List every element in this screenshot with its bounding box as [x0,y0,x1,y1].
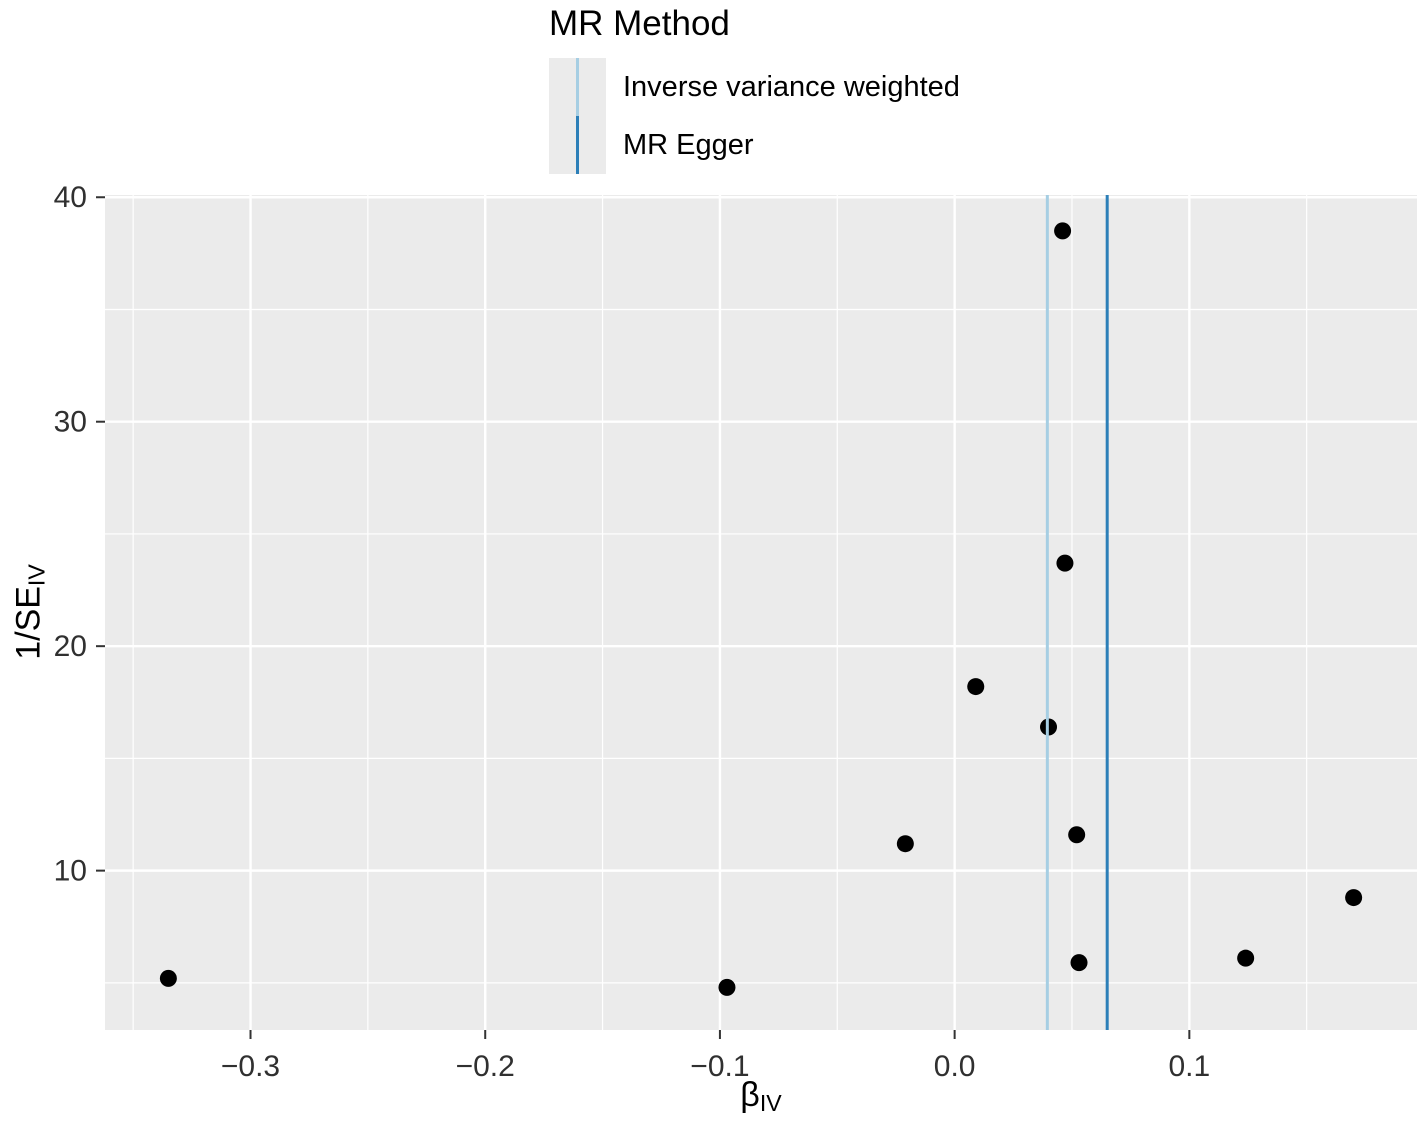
x-axis-title-subscript: IV [759,1090,782,1117]
y-tick-label: 40 [54,181,87,214]
mr-egger-line-key-icon [576,116,579,174]
x-tick-label: −0.1 [690,1050,749,1083]
scatter-point [1070,954,1088,972]
scatter-point [718,978,736,996]
legend-item-ivw: Inverse variance weighted [549,58,960,116]
y-axis-title: 1/SEIV [9,564,50,660]
y-tick-label: 20 [54,630,87,663]
scatter-point [1237,949,1255,967]
y-axis-title-main: 1/SE [9,586,48,660]
legend-label-mr-egger: MR Egger [623,128,754,161]
plot-panel [105,195,1417,1030]
scatter-point [1056,554,1074,572]
x-tick-label: −0.3 [221,1050,280,1083]
x-tick-label: 0.0 [934,1050,976,1083]
legend-item-mr-egger: MR Egger [549,116,960,174]
ivw-line-key-icon [576,58,579,116]
scatter-point [896,835,914,853]
x-tick-label: −0.2 [456,1050,515,1083]
legend-key-mr-egger [549,116,606,174]
x-axis-title: βIV [105,1076,1417,1117]
scatter-point [1068,826,1086,844]
x-axis-title-main: β [740,1076,760,1114]
scatter-point [159,969,177,987]
y-axis-title-subscript: IV [23,564,50,587]
legend-items: Inverse variance weighted MR Egger [549,58,960,174]
y-tick-label: 10 [54,855,87,888]
scatter-point [1054,222,1072,240]
legend-title: MR Method [549,4,730,43]
legend-label-ivw: Inverse variance weighted [623,70,960,103]
scatter-point [1345,889,1363,907]
scatter-point [967,678,985,696]
y-tick-label: 30 [54,406,87,439]
x-tick-label: 0.1 [1168,1050,1210,1083]
legend-key-ivw [549,58,606,116]
legend: MR Method Inverse variance weighted MR E… [549,4,960,174]
